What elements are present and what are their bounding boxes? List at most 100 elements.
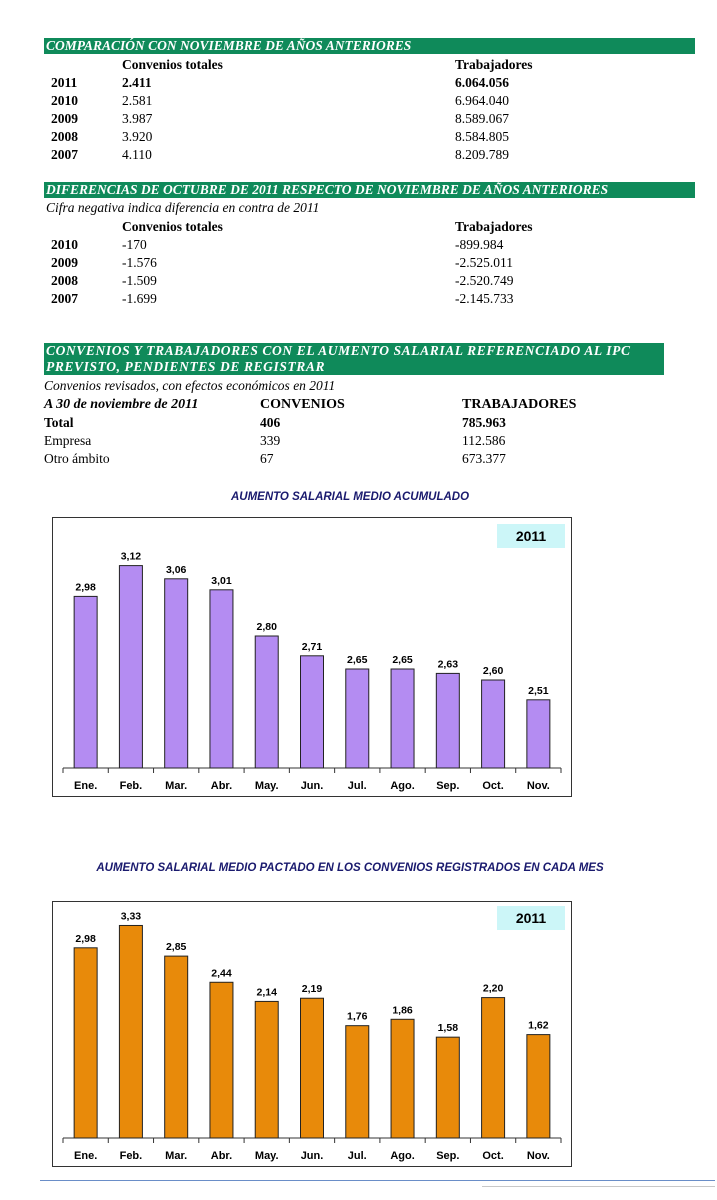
bar	[345, 1025, 370, 1139]
row-trabajadores: 112.586	[462, 433, 506, 448]
table-row: 2010 -170 -899.984	[0, 237, 717, 255]
row-convenios: -1.509	[122, 273, 157, 288]
row-year: 2007	[51, 147, 78, 162]
row-trabajadores: 673.377	[462, 451, 506, 466]
x-tick-label: Jul.	[348, 780, 367, 792]
date-label: A 30 de noviembre de 2011	[44, 397, 199, 412]
chart-plot: 2,98 Ene. 3,33 Feb. 2,85 Mar. 2,44 Abr. 2,14 May.…	[62, 910, 562, 1162]
pendientes-note: Convenios revisados, con efectos económi…	[44, 378, 336, 393]
x-tick-label: Jun.	[301, 780, 324, 792]
bar	[345, 668, 370, 769]
row-year: 2009	[51, 111, 78, 126]
table-row: Empresa 339 112.586	[0, 433, 717, 451]
table-row: 2007 4.110 8.209.789	[0, 147, 717, 165]
data-label: 2,65	[392, 654, 413, 666]
x-tick-label: Ago.	[390, 1150, 414, 1162]
row-convenios: -170	[122, 237, 147, 252]
bar	[73, 947, 98, 1139]
x-tick-label: Ago.	[390, 780, 414, 792]
data-label: 2,19	[302, 983, 323, 995]
x-tick-label: Feb.	[120, 1150, 143, 1162]
data-label: 2,65	[347, 654, 368, 666]
col-convenios-header: CONVENIOS	[260, 397, 345, 412]
table-row: Otro ámbito 67 673.377	[0, 451, 717, 469]
row-trabajadores: 8.584.805	[455, 129, 509, 144]
data-label: 1,86	[392, 1004, 413, 1016]
data-label: 3,12	[121, 551, 142, 563]
row-year: 2010	[51, 93, 78, 108]
section-title-comparacion: COMPARACIÓN CON NOVIEMBRE DE AÑOS ANTERI…	[44, 38, 695, 54]
bar	[300, 655, 324, 769]
col-convenios-header: Convenios totales	[122, 57, 223, 72]
row-trabajadores: 6.964.040	[455, 93, 509, 108]
table-row: 2008 3.920 8.584.805	[0, 129, 717, 147]
table-row: 2009 3.987 8.589.067	[0, 111, 717, 129]
bar	[254, 1000, 279, 1139]
col-trabajadores-header: Trabajadores	[455, 219, 533, 234]
chart-plot: 2,98 Ene. 3,12 Feb. 3,06 Mar. 3,01 Abr. 2,80 May.…	[62, 551, 562, 792]
x-tick-label: Sep.	[436, 1150, 459, 1162]
row-year: 2011	[51, 75, 78, 90]
data-label: 2,85	[166, 941, 187, 953]
row-trabajadores: -2.525.011	[455, 255, 513, 270]
data-label: 2,98	[75, 933, 96, 945]
row-year: 2007	[51, 291, 78, 306]
row-trabajadores: 8.209.789	[455, 147, 509, 162]
row-year: 2010	[51, 237, 78, 252]
bar	[435, 672, 460, 769]
row-trabajadores: 6.064.056	[455, 75, 509, 90]
row-label: Otro ámbito	[44, 451, 110, 466]
chart-year-tag: 2011	[497, 524, 565, 548]
x-tick-label: May.	[255, 1150, 279, 1162]
table-row: 2011 2.411 6.064.056	[0, 75, 717, 93]
row-label: Total	[44, 415, 74, 430]
table-row: 2008 -1.509 -2.520.749	[0, 273, 717, 291]
chart-title: AUMENTO SALARIAL MEDIO ACUMULADO	[230, 491, 470, 503]
bar	[390, 1018, 415, 1139]
row-convenios: -1.699	[122, 291, 157, 306]
chart-year-tag: 2011	[497, 906, 565, 930]
x-tick-label: Mar.	[165, 780, 187, 792]
data-label: 2,20	[483, 983, 504, 995]
bar	[164, 955, 189, 1139]
row-convenios: 2.581	[122, 93, 153, 108]
x-tick-label: Nov.	[527, 1150, 550, 1162]
col-trabajadores-header: Trabajadores	[455, 57, 533, 72]
section-title-diferencias: DIFERENCIAS DE OCTUBRE DE 2011 RESPECTO …	[44, 182, 695, 198]
bar	[254, 635, 279, 769]
row-trabajadores: 785.963	[462, 415, 506, 430]
x-tick-label: Feb.	[120, 780, 143, 792]
table-row: Total 406 785.963	[0, 415, 717, 433]
chart-title: AUMENTO SALARIAL MEDIO PACTADO EN LOS CO…	[96, 862, 604, 874]
row-year: 2008	[51, 273, 78, 288]
x-tick-label: Jul.	[348, 1150, 367, 1162]
data-label: 1,58	[438, 1022, 459, 1034]
row-trabajadores: -2.145.733	[455, 291, 514, 306]
bar	[300, 997, 324, 1139]
bar	[481, 679, 506, 769]
x-tick-label: Nov.	[527, 780, 550, 792]
row-convenios: 3.987	[122, 111, 153, 126]
row-convenios: 4.110	[122, 147, 152, 162]
bar	[390, 668, 415, 769]
bar	[435, 1036, 460, 1139]
bar-chart-acumulado: 2,98 Ene. 3,12 Feb. 3,06 Mar. 3,01 Abr. 2,80 May.…	[52, 517, 572, 797]
bar	[209, 589, 234, 769]
x-tick-label: Abr.	[211, 1150, 232, 1162]
bar	[118, 565, 143, 769]
row-convenios: 3.920	[122, 129, 153, 144]
data-label: 2,14	[257, 986, 278, 998]
bar	[209, 981, 234, 1139]
bar	[526, 699, 551, 769]
bar	[118, 924, 143, 1139]
col-trabajadores-header: TRABAJADORES	[462, 397, 577, 412]
bar	[73, 595, 98, 769]
x-tick-label: May.	[255, 780, 279, 792]
row-convenios: 406	[260, 415, 281, 430]
bar	[526, 1034, 551, 1139]
row-convenios: -1.576	[122, 255, 157, 270]
footer-divider	[40, 1180, 715, 1181]
table-row: 2009 -1.576 -2.525.011	[0, 255, 717, 273]
row-trabajadores: 8.589.067	[455, 111, 509, 126]
table-header: A 30 de noviembre de 2011 CONVENIOS TRAB…	[0, 397, 717, 415]
